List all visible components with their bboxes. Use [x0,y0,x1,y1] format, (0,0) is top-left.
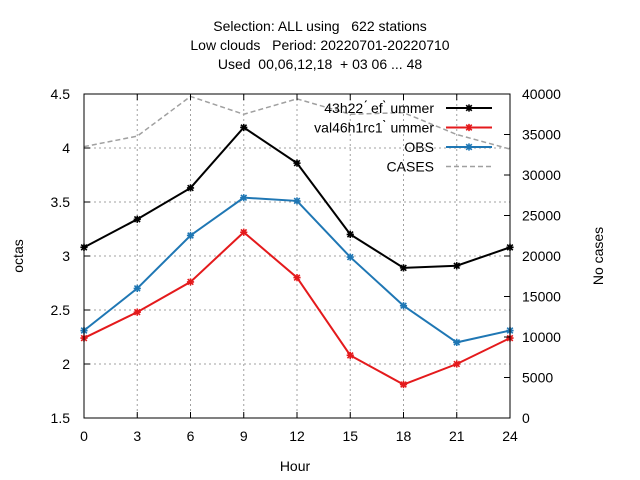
chart-title-line-2: Low clouds Period: 20220701-20220710 [190,37,450,53]
y2-axis-label: No cases [590,227,606,285]
legend-label: CASES [387,159,434,175]
x-tick-label: 0 [80,428,88,444]
x-tick-label: 6 [187,428,195,444]
y2-tick-label: 20000 [522,248,561,264]
data-point-core [135,286,140,291]
y-tick-label: 3.5 [51,194,71,210]
y-tick-label: 2.5 [51,302,71,318]
data-point-core [294,198,300,204]
series-layer [80,95,514,389]
data-point-core [135,217,140,222]
chart-title-line-1: Selection: ALL using 622 stations [213,18,427,34]
data-point-core [454,340,459,345]
legend-marker-core [466,105,472,111]
y2-tick-label: 40000 [522,86,561,102]
y-tick-label: 4.5 [51,86,71,102]
series-val46h1rc1_summer [80,228,514,389]
legend-label: 43h22 ́ ef ̀ ummer [324,100,434,116]
data-point-core [188,233,193,238]
legend-label: OBS [404,139,434,155]
chart-title-line-3: Used 00,06,12,18 + 03 06 ... 48 [217,56,423,72]
y-tick-label: 2 [62,356,70,372]
x-tick-label: 15 [342,428,358,444]
x-tick-label: 18 [396,428,412,444]
data-point-core [188,279,193,285]
data-point-core [401,303,406,308]
data-point-core [241,195,246,200]
x-tick-label: 12 [289,428,305,444]
legend: 43h22 ́ ef ̀ ummer val46h1rc1 ̀ ummer OBS C… [314,100,492,175]
data-point-core [294,275,300,280]
y2-tick-label: 15000 [522,289,561,305]
x-tick-label: 3 [133,428,141,444]
legend-marker-core [466,144,472,150]
tick-labels: 0 3 6 9 12 15 18 21 24 1.5 2 2.5 3 3.5 4 4.5 0 5000 10000 1… [51,86,562,444]
legend-label: val46h1rc1 ̀ ummer [314,120,434,136]
series-43h22_rc1_summer [80,123,514,272]
data-point-core [401,265,406,271]
y2-tick-label: 5000 [522,370,553,386]
data-point-core [294,160,300,166]
y2-tick-label: 30000 [522,167,561,183]
y2-tick-label: 10000 [522,329,561,345]
y-tick-label: 1.5 [51,410,71,426]
data-point-core [454,263,459,268]
data-point-core [348,254,353,260]
data-point-core [401,382,406,387]
data-point-core [241,230,246,235]
tick-marks [83,93,511,419]
x-tick-label: 9 [240,428,248,444]
series-OBS [80,194,514,346]
y-tick-label: 4 [62,140,70,156]
y2-tick-label: 35000 [522,127,561,143]
y2-tick-label: 25000 [522,208,561,224]
data-point-core [188,185,193,191]
x-tick-label: 24 [502,428,518,444]
data-point-core [135,309,140,315]
data-point-core [454,361,459,367]
y-tick-label: 3 [62,248,70,264]
x-axis-label: Hour [280,458,311,474]
y-axis-label: octas [10,239,26,272]
x-tick-label: 21 [449,428,465,444]
legend-marker-core [466,125,472,130]
data-point-core [348,232,353,237]
grid-lines [84,94,510,418]
data-point-core [241,125,246,130]
data-point-core [348,353,353,358]
y2-tick-label: 0 [522,410,530,426]
